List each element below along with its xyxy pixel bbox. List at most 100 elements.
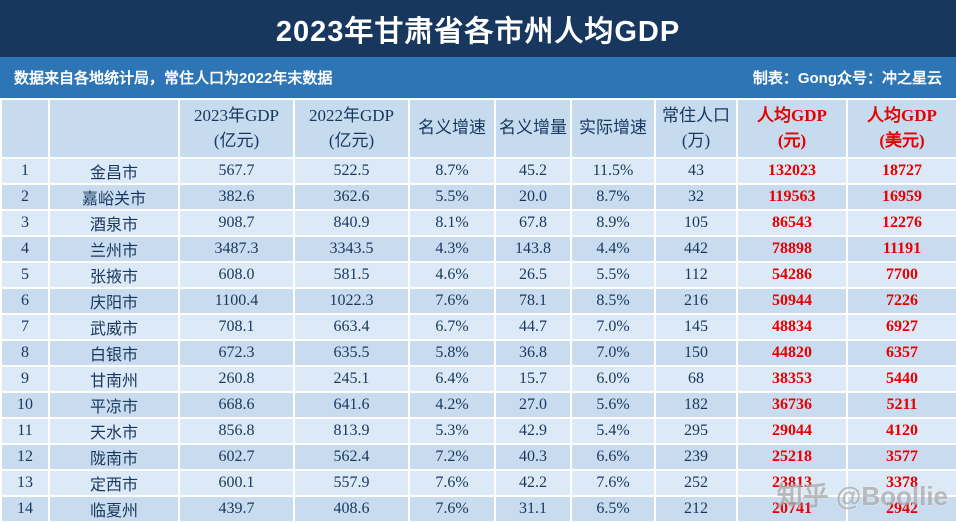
gdp-per-capita-cny-cell: 29044	[736, 417, 848, 445]
gdp-2023-cell: 672.3	[178, 339, 295, 367]
population-cell: 105	[654, 209, 738, 237]
city-cell: 酒泉市	[48, 209, 180, 237]
col-header-gdp-2022: 2022年GDP (亿元)	[293, 98, 410, 159]
city-cell: 陇南市	[48, 443, 180, 471]
nominal-growth-cell: 8.7%	[408, 157, 496, 185]
population-cell: 239	[654, 443, 738, 471]
gdp-per-capita-usd-cell: 6927	[846, 313, 956, 341]
gdp-per-capita-cny-cell: 23813	[736, 469, 848, 497]
gdp-2022-cell: 581.5	[293, 261, 410, 289]
gdp-per-capita-cny-cell: 20741	[736, 495, 848, 523]
table-row: 8 白银市 672.3 635.5 5.8% 36.8 7.0% 150 44820 6357	[0, 339, 956, 367]
real-growth-cell: 11.5%	[570, 157, 656, 185]
gdp-2023-cell: 608.0	[178, 261, 295, 289]
city-cell: 白银市	[48, 339, 180, 367]
rank-cell: 12	[0, 443, 50, 471]
city-cell: 张掖市	[48, 261, 180, 289]
gdp-per-capita-usd-cell: 5440	[846, 365, 956, 393]
population-cell: 295	[654, 417, 738, 445]
gdp-per-capita-cny-cell: 54286	[736, 261, 848, 289]
gdp-2023-cell: 382.6	[178, 183, 295, 211]
gdp-2022-cell: 245.1	[293, 365, 410, 393]
gdp-per-capita-cny-cell: 48834	[736, 313, 848, 341]
gdp-2022-cell: 813.9	[293, 417, 410, 445]
gdp-per-capita-cny-cell: 86543	[736, 209, 848, 237]
nominal-increase-cell: 67.8	[494, 209, 572, 237]
col-header-gdp-per-capita-usd: 人均GDP (美元)	[846, 98, 956, 159]
gdp-2023-cell: 1100.4	[178, 287, 295, 315]
population-cell: 216	[654, 287, 738, 315]
gdp-per-capita-usd-cell: 3378	[846, 469, 956, 497]
table-row: 6 庆阳市 1100.4 1022.3 7.6% 78.1 8.5% 216 50944 7226	[0, 287, 956, 315]
header-row: 2023年GDP (亿元) 2022年GDP (亿元) 名义增速 名义增量 实际…	[0, 98, 956, 159]
rank-cell: 10	[0, 391, 50, 419]
real-growth-cell: 7.0%	[570, 313, 656, 341]
rank-cell: 8	[0, 339, 50, 367]
table-row: 7 武威市 708.1 663.4 6.7% 44.7 7.0% 145 48834 6927	[0, 313, 956, 341]
nominal-increase-cell: 42.2	[494, 469, 572, 497]
gdp-2022-cell: 641.6	[293, 391, 410, 419]
col-header-gdp-per-capita-cny: 人均GDP (元)	[736, 98, 848, 159]
real-growth-cell: 7.0%	[570, 339, 656, 367]
gdp-2023-cell: 3487.3	[178, 235, 295, 263]
table-body: 1 金昌市 567.7 522.5 8.7% 45.2 11.5% 43 132023 18727…	[0, 157, 956, 523]
city-cell: 平凉市	[48, 391, 180, 419]
gdp-2022-cell: 635.5	[293, 339, 410, 367]
gdp-per-capita-usd-cell: 7700	[846, 261, 956, 289]
col-header-gdp-2023: 2023年GDP (亿元)	[178, 98, 295, 159]
city-cell: 天水市	[48, 417, 180, 445]
nominal-increase-cell: 143.8	[494, 235, 572, 263]
nominal-increase-cell: 40.3	[494, 443, 572, 471]
gdp-table: 2023年GDP (亿元) 2022年GDP (亿元) 名义增速 名义增量 实际…	[0, 98, 956, 523]
gdp-2022-cell: 3343.5	[293, 235, 410, 263]
city-cell: 武威市	[48, 313, 180, 341]
nominal-growth-cell: 7.6%	[408, 469, 496, 497]
nominal-increase-cell: 20.0	[494, 183, 572, 211]
gdp-2023-cell: 260.8	[178, 365, 295, 393]
nominal-increase-cell: 31.1	[494, 495, 572, 523]
gdp-per-capita-usd-cell: 7226	[846, 287, 956, 315]
page-title: 2023年甘肃省各市州人均GDP	[0, 0, 956, 57]
table-row: 12 陇南市 602.7 562.4 7.2% 40.3 6.6% 239 25218 3577	[0, 443, 956, 471]
nominal-growth-cell: 4.6%	[408, 261, 496, 289]
city-cell: 金昌市	[48, 157, 180, 185]
table-header: 2023年GDP (亿元) 2022年GDP (亿元) 名义增速 名义增量 实际…	[0, 98, 956, 159]
table-row: 3 酒泉市 908.7 840.9 8.1% 67.8 8.9% 105 86543 12276	[0, 209, 956, 237]
real-growth-cell: 6.6%	[570, 443, 656, 471]
real-growth-cell: 7.6%	[570, 469, 656, 497]
nominal-growth-cell: 7.2%	[408, 443, 496, 471]
gdp-per-capita-usd-cell: 6357	[846, 339, 956, 367]
col-header-real-growth: 实际增速	[570, 98, 656, 159]
rank-cell: 13	[0, 469, 50, 497]
subtitle-bar: 数据来自各地统计局，常住人口为2022年末数据 制表：Gong众号：冲之星云	[0, 57, 956, 98]
table-row: 13 定西市 600.1 557.9 7.6% 42.2 7.6% 252 23813 3378	[0, 469, 956, 497]
gdp-per-capita-usd-cell: 5211	[846, 391, 956, 419]
nominal-growth-cell: 7.6%	[408, 287, 496, 315]
col-header-nominal-growth: 名义增速	[408, 98, 496, 159]
rank-cell: 5	[0, 261, 50, 289]
nominal-growth-cell: 4.2%	[408, 391, 496, 419]
gdp-per-capita-cny-cell: 25218	[736, 443, 848, 471]
table-row: 2 嘉峪关市 382.6 362.6 5.5% 20.0 8.7% 32 119563 16959	[0, 183, 956, 211]
gdp-per-capita-cny-cell: 119563	[736, 183, 848, 211]
table-row: 11 天水市 856.8 813.9 5.3% 42.9 5.4% 295 29044 4120	[0, 417, 956, 445]
nominal-growth-cell: 6.7%	[408, 313, 496, 341]
gdp-per-capita-cny-cell: 132023	[736, 157, 848, 185]
gdp-per-capita-usd-cell: 11191	[846, 235, 956, 263]
real-growth-cell: 8.9%	[570, 209, 656, 237]
gdp-per-capita-usd-cell: 18727	[846, 157, 956, 185]
gdp-2022-cell: 562.4	[293, 443, 410, 471]
data-source-note: 数据来自各地统计局，常住人口为2022年末数据	[14, 70, 333, 87]
real-growth-cell: 5.5%	[570, 261, 656, 289]
rank-cell: 2	[0, 183, 50, 211]
gdp-per-capita-cny-cell: 36736	[736, 391, 848, 419]
gdp-per-capita-cny-cell: 50944	[736, 287, 848, 315]
city-cell: 嘉峪关市	[48, 183, 180, 211]
rank-cell: 3	[0, 209, 50, 237]
table-row: 14 临夏州 439.7 408.6 7.6% 31.1 6.5% 212 20741 2942	[0, 495, 956, 523]
gdp-2022-cell: 840.9	[293, 209, 410, 237]
gdp-per-capita-cny-cell: 44820	[736, 339, 848, 367]
table-row: 9 甘南州 260.8 245.1 6.4% 15.7 6.0% 68 38353 5440	[0, 365, 956, 393]
nominal-increase-cell: 44.7	[494, 313, 572, 341]
table-row: 1 金昌市 567.7 522.5 8.7% 45.2 11.5% 43 132023 18727	[0, 157, 956, 185]
